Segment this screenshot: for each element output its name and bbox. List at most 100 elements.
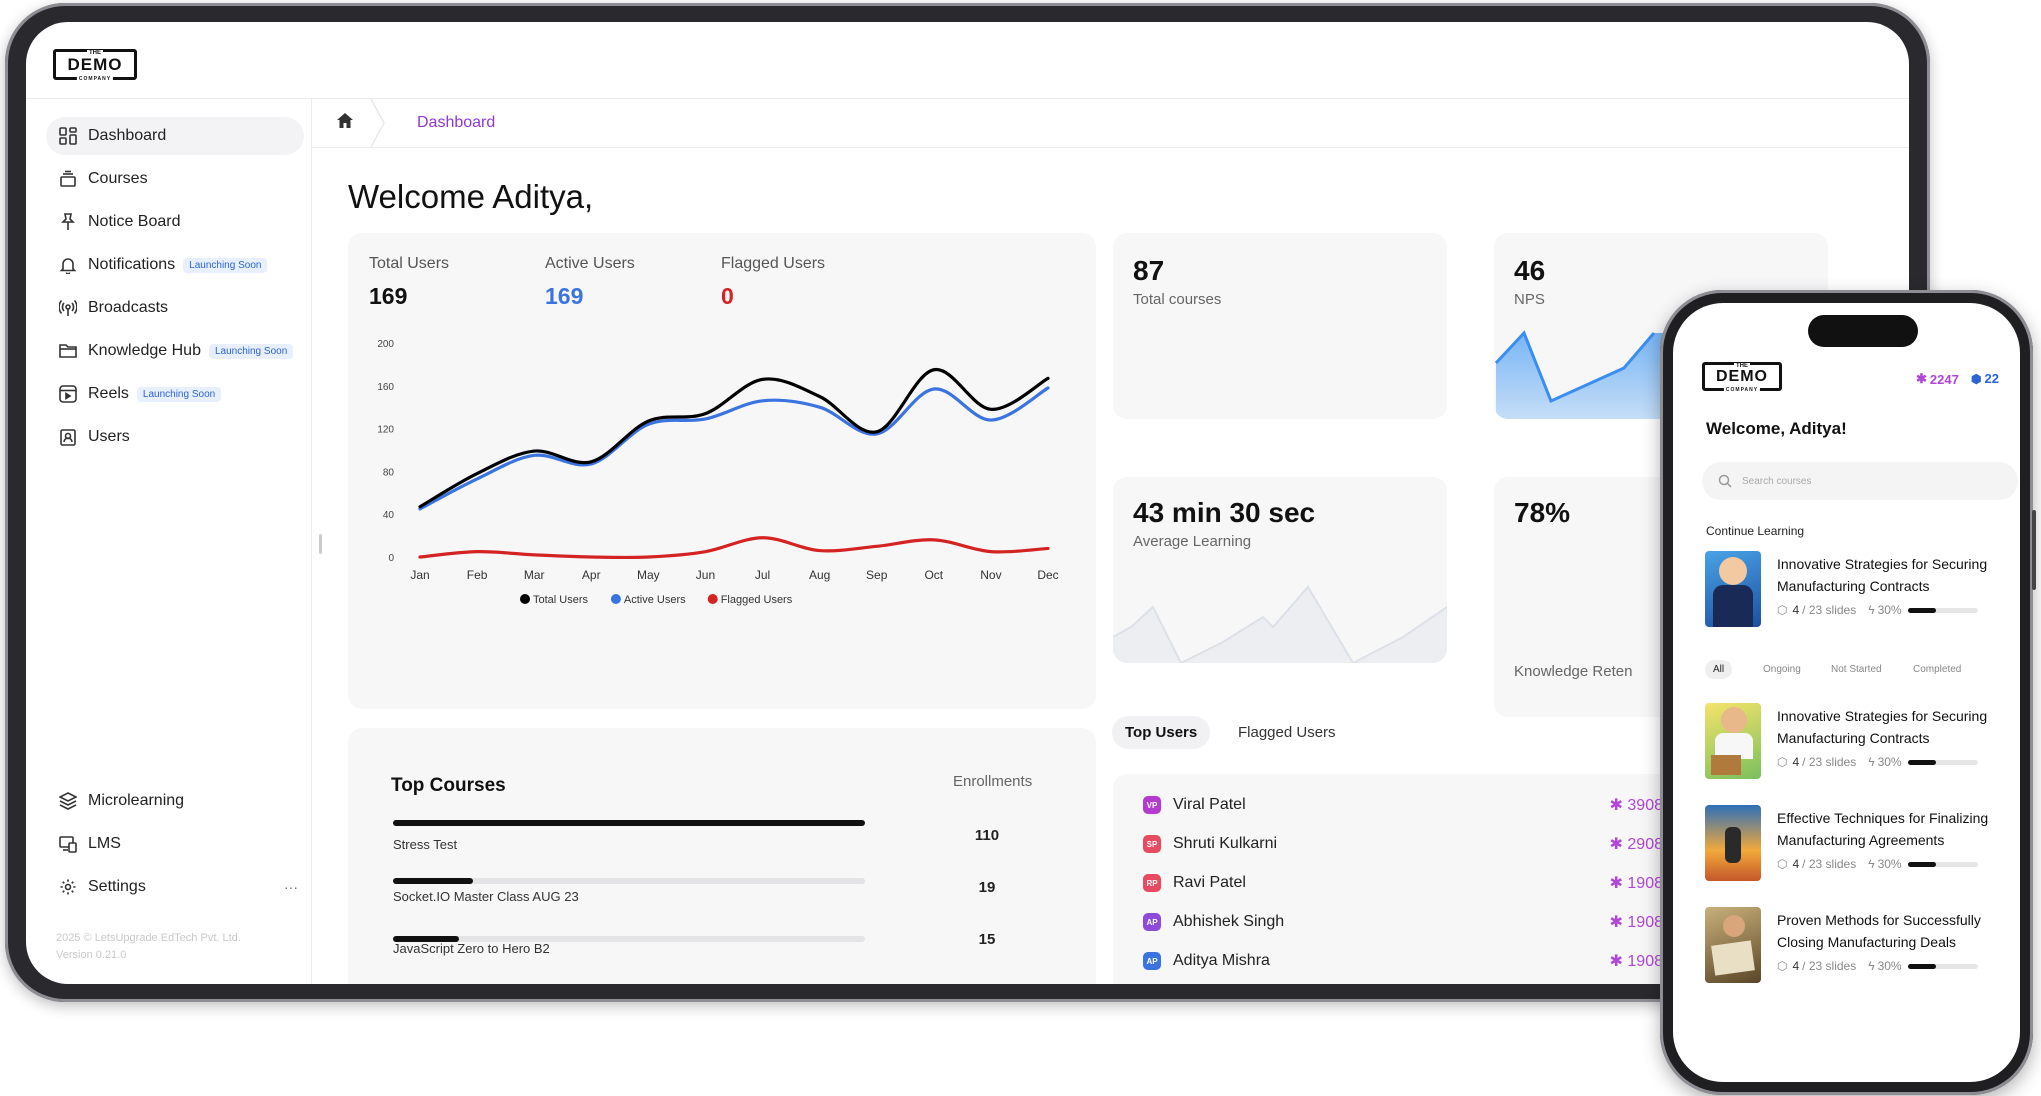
tab-all[interactable]: All: [1705, 660, 1733, 679]
continue-learning-heading: Continue Learning: [1706, 524, 1805, 538]
tablet-frame: THE DEMO COMPANY Dashboard Courses: [5, 3, 1930, 1002]
course-thumbnail-sunrise: [1705, 805, 1761, 881]
sidebar-item-broadcasts[interactable]: Broadcasts: [46, 289, 304, 327]
sidebar-item-reels[interactable]: Reels Launching Soon: [46, 375, 304, 413]
user-row[interactable]: SP Shruti Kulkarni ✱ 2908: [1143, 829, 1663, 859]
user-name: Viral Patel: [1173, 796, 1246, 813]
nps-label: NPS: [1514, 291, 1545, 308]
search-input[interactable]: Search courses: [1702, 462, 2018, 500]
sidebar-item-label: Notifications: [88, 256, 176, 273]
sidebar-item-lms[interactable]: LMS: [46, 825, 304, 863]
y-tick-label: 0: [388, 553, 394, 564]
course-progress-bar: [1907, 861, 1978, 867]
sidebar-item-users[interactable]: Users: [46, 418, 304, 456]
total-users-value: 169: [369, 283, 408, 309]
company-logo: THE DEMO COMPANY: [1702, 362, 1782, 393]
pin-icon: [58, 212, 78, 232]
user-name: Aditya Mishra: [1173, 952, 1270, 969]
course-enrollments: 110: [974, 827, 1000, 844]
tab-completed[interactable]: Completed: [1913, 664, 1962, 675]
gems-counter[interactable]: ⬢ 22: [1971, 371, 1999, 386]
course-progress-bar: [393, 820, 865, 826]
tablet-screen: THE DEMO COMPANY Dashboard Courses: [26, 22, 1909, 984]
user-row[interactable]: AP Abhishek Singh ✱ 1908: [1143, 907, 1663, 937]
breadcrumb: Dashboard: [312, 99, 712, 147]
tab-ongoing[interactable]: Ongoing: [1763, 664, 1801, 675]
flagged-users-label: Flagged Users: [721, 255, 826, 272]
series-line-total-users: [418, 368, 1050, 509]
tab-top-users[interactable]: Top Users: [1112, 716, 1211, 749]
course-progress-bar: [1907, 963, 1978, 969]
version-text: Version 0.21.0: [56, 949, 127, 961]
average-learning-value: 43 min 30 sec: [1133, 497, 1316, 528]
total-courses-label: Total courses: [1133, 291, 1222, 308]
page-title: Welcome Aditya,: [348, 178, 594, 215]
sidebar-item-label: Broadcasts: [88, 299, 169, 316]
active-users-label: Active Users: [545, 255, 635, 272]
user-row[interactable]: RP Ravi Patel ✱ 1908: [1143, 868, 1663, 898]
y-tick-label: 160: [377, 382, 394, 393]
x-tick-label: Dec: [1037, 568, 1058, 582]
sidebar-item-label: LMS: [88, 835, 121, 852]
x-tick-label: Mar: [524, 568, 545, 582]
slides-icon: ⬡: [1777, 603, 1788, 617]
sidebar-item-notifications[interactable]: Notifications Launching Soon: [46, 246, 304, 284]
points-counter[interactable]: ✱ 2247: [1916, 371, 1959, 387]
users-line-chart: 200 160 120 80 40 0 Jan Feb Mar Apr May Jun Jul Aug Se…: [377, 339, 1058, 606]
course-list-item[interactable]: Proven Methods for Successfully Closing …: [1705, 907, 2015, 987]
reels-icon: [58, 384, 78, 404]
tab-flagged-users[interactable]: Flagged Users: [1238, 724, 1336, 741]
series-line-flagged-users: [418, 536, 1050, 560]
user-points: ✱ 1908: [1609, 875, 1663, 892]
user-row[interactable]: VP Viral Patel ✱ 3908: [1143, 790, 1663, 820]
course-name: Stress Test: [393, 837, 458, 852]
search-placeholder: Search courses: [1742, 475, 1812, 487]
total-courses-card: 87 Total courses: [1113, 233, 1447, 419]
course-name: Socket.IO Master Class AUG 23: [393, 889, 579, 904]
course-progress-bar: [393, 936, 865, 942]
avatar: VP: [1143, 796, 1161, 814]
course-enrollments: 15: [978, 931, 996, 948]
continue-course-card[interactable]: Innovative Strategies for Securing Manuf…: [1705, 551, 2015, 631]
slides-icon: ⬡: [1777, 959, 1788, 973]
course-title: Proven Methods for Successfully Closing …: [1777, 912, 1981, 950]
sidebar-item-settings[interactable]: Settings ···: [46, 868, 304, 906]
sidebar-item-courses[interactable]: Courses: [46, 160, 304, 198]
sidebar-divider: [311, 98, 312, 984]
top-courses-title: Top Courses: [391, 775, 506, 796]
phone-side-button: [2032, 510, 2036, 590]
course-list-item[interactable]: Effective Techniques for Finalizing Manu…: [1705, 805, 2015, 885]
user-row[interactable]: AP Aditya Mishra ✱ 1908: [1143, 946, 1663, 976]
sidebar-item-label: Microlearning: [88, 792, 185, 809]
course-meta: ⬡ 4 / 23 slides ϟ 30%: [1777, 959, 1978, 973]
course-list-item[interactable]: Innovative Strategies for Securing Manuf…: [1705, 703, 2015, 783]
phone-welcome-title: Welcome, Aditya!: [1706, 419, 1847, 438]
more-options-icon[interactable]: ···: [284, 879, 298, 895]
launching-soon-badge: Launching Soon: [136, 386, 222, 402]
knowledge-retention-label: Knowledge Reten: [1514, 663, 1633, 680]
sidebar-item-label: Users: [88, 428, 130, 445]
home-icon[interactable]: [335, 111, 355, 136]
sidebar-item-knowledge-hub[interactable]: Knowledge Hub Launching Soon: [46, 332, 304, 370]
breadcrumb-separator-icon: [370, 99, 385, 147]
nps-value: 46: [1514, 255, 1546, 286]
bolt-icon: ϟ: [1868, 959, 1875, 973]
user-points: ✱ 1908: [1609, 914, 1663, 931]
breadcrumb-divider: [312, 147, 1909, 148]
course-name: JavaScript Zero to Hero B2: [393, 941, 550, 956]
copyright-text: 2025 © LetsUpgrade EdTech Pvt. Ltd.: [56, 932, 241, 944]
flagged-users-value: 0: [721, 283, 734, 309]
tab-not-started[interactable]: Not Started: [1831, 664, 1882, 675]
sidebar-item-microlearning[interactable]: Microlearning: [46, 782, 304, 820]
course-title: Effective Techniques for Finalizing Manu…: [1777, 810, 1989, 848]
active-users-value: 169: [545, 283, 584, 309]
course-progress-bar: [1907, 607, 1978, 613]
sidebar-resize-handle[interactable]: [319, 534, 322, 554]
user-name: Abhishek Singh: [1173, 913, 1285, 930]
x-tick-label: Jan: [410, 568, 429, 582]
devices-icon: [58, 834, 78, 854]
avatar: AP: [1143, 913, 1161, 931]
sidebar-item-dashboard[interactable]: Dashboard: [46, 117, 304, 155]
breadcrumb-current[interactable]: Dashboard: [417, 114, 496, 131]
sidebar-item-notice-board[interactable]: Notice Board: [46, 203, 304, 241]
